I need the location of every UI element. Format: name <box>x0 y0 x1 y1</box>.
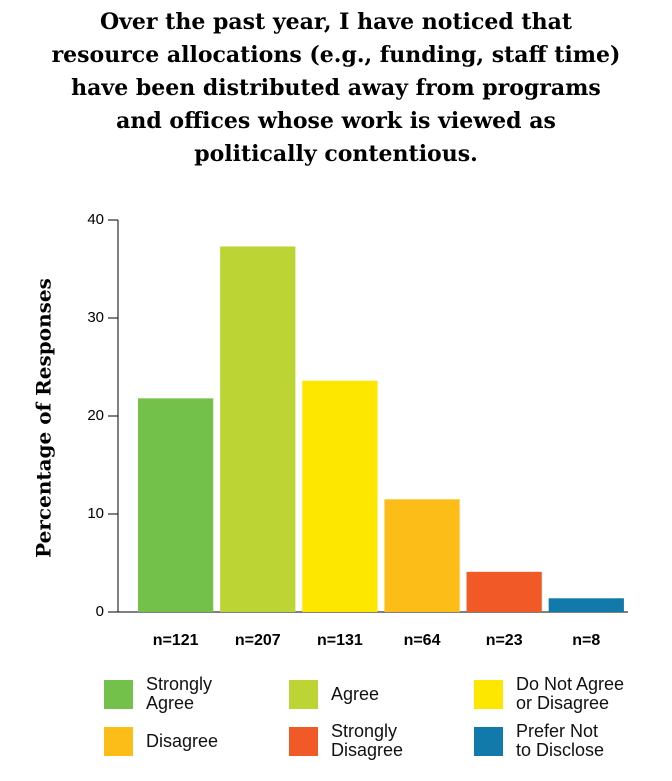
legend-label: Agree <box>331 683 380 704</box>
n-label: n=23 <box>486 632 523 649</box>
bar <box>466 571 542 612</box>
bar <box>302 380 378 612</box>
legend-label: Strongly Agree <box>146 674 213 713</box>
y-tick-label: 0 <box>96 603 104 620</box>
bar <box>138 398 214 612</box>
y-tick-label: 30 <box>87 309 104 326</box>
bar <box>384 499 460 612</box>
n-label: n=207 <box>235 632 281 649</box>
legend-swatch <box>474 726 503 756</box>
y-tick-label: 40 <box>87 211 104 228</box>
n-labels: n=121 n=207 n=131 n=64 n=23 n=8 <box>153 632 601 649</box>
legend-label: Strongly Disagree <box>331 721 404 760</box>
bar <box>548 598 624 612</box>
n-label: n=121 <box>153 632 199 649</box>
legend-swatch <box>289 726 318 756</box>
legend-item: Agree <box>289 671 379 717</box>
chart-title: Over the past year, I have noticed that … <box>51 9 621 167</box>
bars <box>138 246 624 612</box>
y-tick-label: 10 <box>87 505 104 522</box>
legend-swatch <box>104 726 133 756</box>
y-tick-label: 20 <box>87 407 104 424</box>
legend-label: Do Not Agree or Disagree <box>516 674 625 713</box>
n-label: n=64 <box>404 632 441 649</box>
legend-swatch <box>104 679 133 709</box>
n-label: n=8 <box>572 632 600 649</box>
legend-label: Prefer Not to Disclose <box>516 721 605 760</box>
legend-swatch <box>289 679 318 709</box>
legend-item: Prefer Not to Disclose <box>474 718 604 764</box>
legend: Strongly Agree Agree Do Not Agree or Disag… <box>0 665 672 781</box>
bar <box>220 246 296 612</box>
legend-swatch <box>474 679 503 709</box>
legend-label: Disagree <box>146 730 219 751</box>
legend-item: Strongly Disagree <box>289 718 403 764</box>
n-label: n=131 <box>317 632 363 649</box>
legend-item: Do Not Agree or Disagree <box>474 671 624 717</box>
legend-item: Strongly Agree <box>104 671 212 717</box>
y-axis-label: Percentage of Responses <box>32 278 56 558</box>
legend-item: Disagree <box>104 718 218 764</box>
